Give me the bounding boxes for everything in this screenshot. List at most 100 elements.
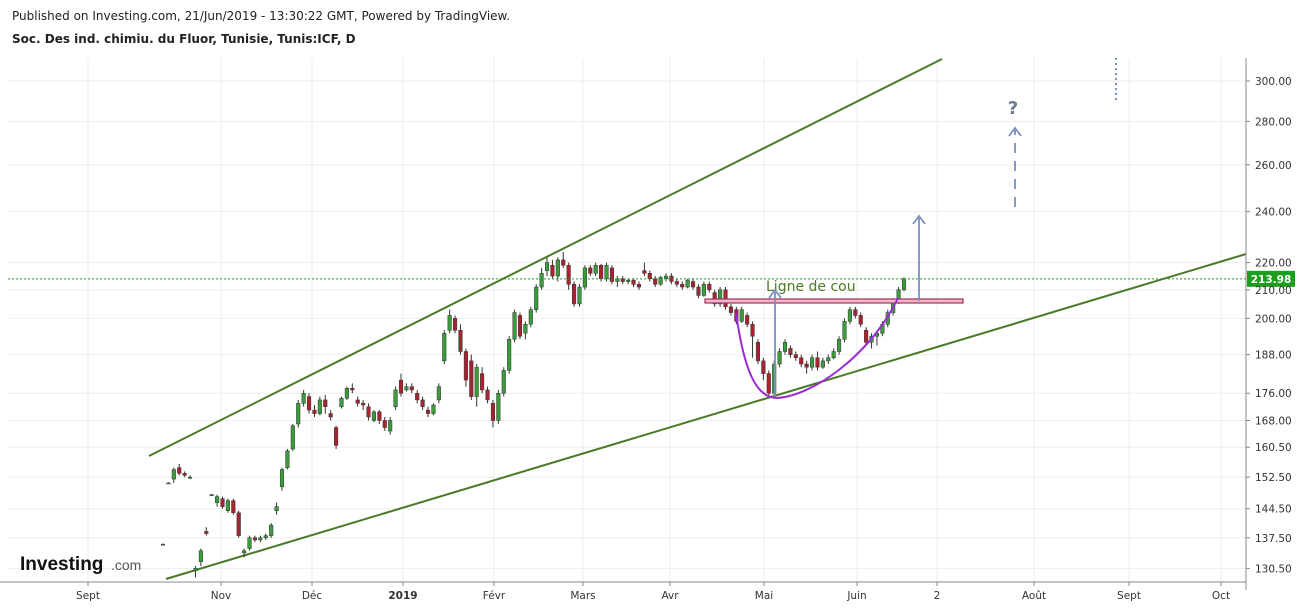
candle-body [701, 284, 706, 296]
candle-body [718, 289, 723, 305]
candle-body [685, 279, 690, 288]
candle-body [398, 379, 404, 394]
candle-body [707, 284, 712, 291]
candle-body [355, 399, 360, 404]
x-tick-label: Sept [76, 590, 100, 602]
candle-body [290, 425, 295, 450]
candle-body [528, 309, 533, 325]
candle-body [366, 406, 371, 418]
candle-body [231, 500, 236, 514]
candle-body [334, 427, 339, 446]
time-axis: Sept Nov Déc 2019 Févr Mars Avr Mai Juin 2 Août Sep… [0, 581, 1246, 602]
y-tick-label: 144.50 [1255, 504, 1292, 516]
candle-body [826, 357, 831, 362]
candle-body [544, 262, 550, 271]
candle-body [680, 284, 685, 288]
candle-body [691, 281, 696, 288]
x-tick-label: Déc [302, 590, 323, 602]
y-tick-label: 152.50 [1255, 472, 1292, 484]
candle-body [160, 543, 166, 546]
candle-body [490, 403, 495, 421]
candle-body [636, 284, 642, 288]
x-tick-label: Sept [1117, 590, 1141, 602]
candle-body [642, 270, 647, 274]
candle-body [377, 411, 382, 421]
candle-body [215, 496, 220, 503]
candle-body [572, 284, 577, 305]
y-tick-label: 160.50 [1255, 442, 1292, 454]
candle-body [815, 357, 820, 368]
candle-body [799, 357, 804, 365]
y-tick-label: 280.00 [1255, 116, 1292, 128]
candle-body [312, 409, 317, 414]
candle-body [258, 537, 263, 541]
candle-body [339, 397, 344, 407]
trendlines [148, 58, 1247, 580]
candle-body [658, 277, 663, 285]
candle-body [588, 267, 593, 274]
candle-body [225, 500, 230, 511]
candle-body [328, 413, 333, 418]
candle-body [501, 370, 506, 394]
candle-body [837, 338, 842, 352]
candle-body [187, 476, 193, 479]
candle-body [847, 309, 852, 322]
candle-body [761, 360, 766, 374]
candle-body [793, 354, 798, 358]
candle-body [252, 537, 257, 541]
y-tick-label: 137.50 [1255, 533, 1292, 545]
candle-body [388, 420, 393, 432]
candle-body [242, 550, 247, 554]
candle-body [485, 389, 490, 401]
candle-body [858, 315, 863, 325]
candle-body [323, 399, 328, 407]
candle-body [247, 537, 252, 549]
y-tick-label: 188.00 [1255, 350, 1292, 362]
candle-body [496, 392, 501, 421]
candle-body [425, 409, 431, 414]
candle-body [523, 324, 528, 334]
candle-body [182, 473, 187, 476]
candle-body [469, 360, 474, 397]
extended-target-arrow-head [1008, 126, 1022, 137]
candle-body [171, 469, 176, 480]
candle-body [458, 329, 463, 352]
candle-body [626, 279, 631, 282]
candle-body [728, 306, 733, 313]
candle-body [631, 279, 636, 285]
candle-body [480, 373, 485, 391]
candle-body [166, 482, 171, 485]
cup-curve [735, 297, 899, 400]
candle-body [263, 535, 268, 539]
candle-body [745, 315, 750, 325]
candle-body [436, 386, 441, 401]
candlestick-series [160, 252, 907, 578]
candle-body [777, 351, 782, 365]
x-tick-label: Févr [483, 590, 506, 602]
y-tick-label: 260.00 [1255, 160, 1292, 172]
candle-body [301, 392, 306, 404]
candle-body [317, 399, 322, 414]
candle-body [593, 264, 598, 274]
candle-body [712, 292, 717, 305]
candle-body [463, 351, 468, 381]
candle-body [453, 318, 458, 331]
neckline-box [704, 298, 964, 304]
instrument-title: Soc. Des ind. chimiu. du Fluor, Tunisie,… [12, 32, 356, 46]
candle-body [550, 264, 555, 277]
candle-body [177, 467, 182, 474]
y-tick-label: 220.00 [1255, 258, 1292, 270]
candle-body [723, 289, 728, 308]
candle-body [371, 411, 376, 421]
candle-body [653, 278, 658, 285]
candle-body [279, 469, 285, 488]
candle-body [344, 388, 349, 399]
x-tick-label: Oct [1212, 590, 1230, 602]
logo-brand: Investing [20, 554, 103, 575]
publish-info: Published on Investing.com, 21/Jun/2019 … [12, 9, 511, 23]
question-mark: ? [1008, 98, 1018, 119]
candle-body [447, 315, 452, 331]
neckline-label: Ligne de cou [766, 279, 856, 295]
candle-body [220, 498, 225, 507]
